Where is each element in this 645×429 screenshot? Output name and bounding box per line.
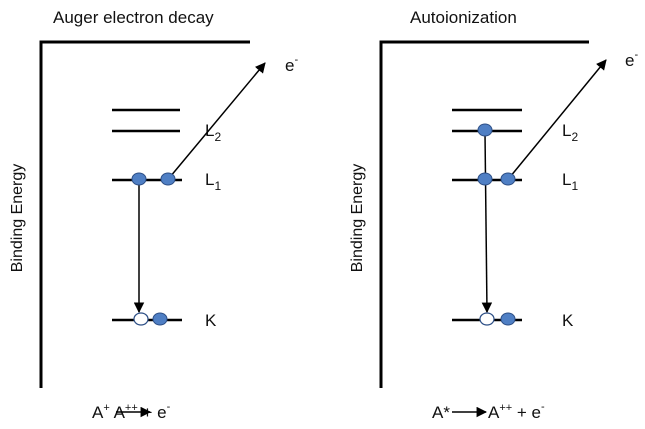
electron-l1 — [500, 172, 516, 186]
panel-title: Auger electron decay — [53, 8, 214, 27]
energy-axis-frame — [39, 40, 250, 388]
electron-k — [500, 312, 516, 326]
level-label-l2: L2 — [205, 121, 221, 144]
electron-k — [152, 312, 168, 326]
ejected-electron-label: e- — [625, 49, 638, 70]
ejected-electron-arrow — [169, 62, 266, 178]
electron-l2 — [477, 123, 493, 137]
level-label-l1: L1 — [205, 170, 221, 193]
level-label-k: K — [205, 311, 217, 330]
decay-arrow-l2-to-k — [481, 132, 493, 314]
binding-energy-axis-label: Binding Energy — [9, 164, 26, 273]
electron-l1 — [477, 172, 493, 186]
level-label-l1: L1 — [562, 170, 578, 193]
core-hole-k — [133, 312, 149, 326]
binding-energy-axis-label: Binding Energy — [349, 164, 366, 273]
reaction-equation: A* A++ + e- — [432, 401, 545, 422]
panel-auger-decay: Auger electron decay Binding Energy L2 L… — [9, 8, 298, 422]
core-hole-k — [479, 312, 495, 326]
energy-axis-frame — [379, 40, 589, 388]
ejected-electron-arrow — [509, 59, 607, 178]
ejected-electron-label: e- — [285, 54, 298, 75]
panel-title: Autoionization — [410, 8, 517, 27]
panel-autoionization: Autoionization Binding Energy L2 L1 K e-… — [349, 8, 638, 422]
level-label-l2: L2 — [562, 121, 578, 144]
level-label-k: K — [562, 311, 574, 330]
electron-l1 — [131, 172, 147, 186]
electron-l1 — [160, 172, 176, 186]
